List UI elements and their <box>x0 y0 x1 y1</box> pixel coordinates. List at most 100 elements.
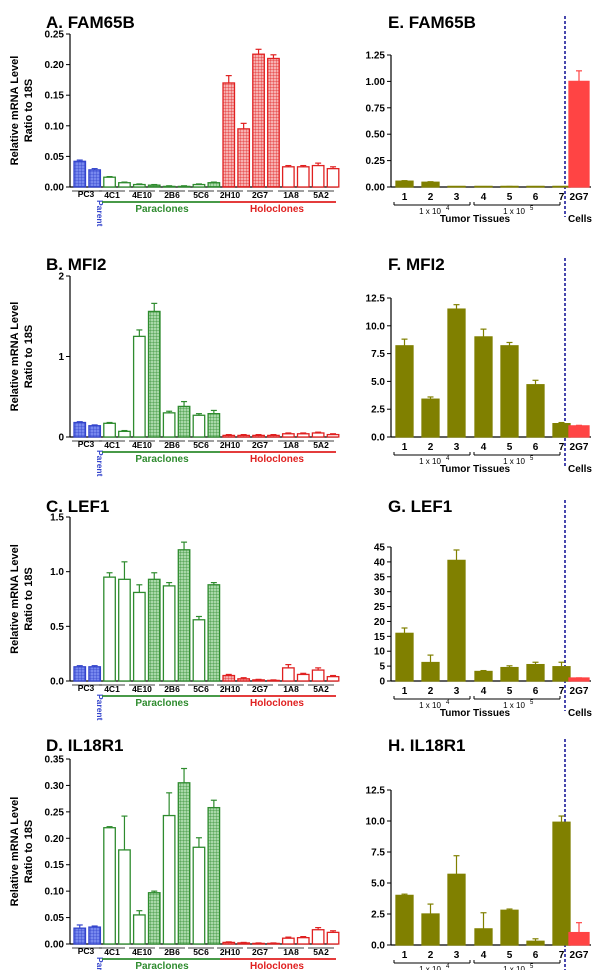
panel-a-y-tick-label: 0.20 <box>45 60 65 71</box>
panel-f-y-tick-label: 12.5 <box>366 294 386 305</box>
panel-d-bar <box>162 814 176 945</box>
panel-c-y-tick-label: 0.5 <box>50 622 64 633</box>
panel-b-bar <box>311 432 325 438</box>
panel-d-holoclones-label: Holoclones <box>250 961 304 970</box>
panel-a-paraclone-sublabel: 4C1 <box>104 190 120 200</box>
panel-a-bar <box>237 128 251 188</box>
panel-a-holoclone-sublabel: 2H10 <box>220 190 241 200</box>
panel-b-bar <box>132 335 146 438</box>
panel-c-holoclone-sublabel: 1A8 <box>283 684 299 694</box>
panel-b: B. MFI2 0 1 2 Relative mRNA Level Ratio to 18… <box>9 255 340 477</box>
panel-b-bar <box>177 405 191 438</box>
panel-f-tissue-label: 5 <box>507 442 513 453</box>
panel-e-tissue-label: 5 <box>507 192 513 203</box>
panel-c-bar <box>252 679 265 682</box>
panel-a-y-tick-label: 0.10 <box>45 121 65 132</box>
panel-a-paraclone-sublabel: 2B6 <box>164 190 180 200</box>
panel-a-holoclone-sublabel: 2G7 <box>252 190 268 200</box>
panel-a-holoclone-sublabel: 1A8 <box>283 190 299 200</box>
panel-c-y-tick-label: 1.5 <box>50 513 64 524</box>
panel-b-bar <box>103 422 116 438</box>
panel-c-bar <box>296 673 310 682</box>
panel-h-cell-label: 2G7 <box>570 950 589 961</box>
panel-c-bar <box>222 674 236 682</box>
panel-a-bar <box>252 53 265 188</box>
panel-e-dose2-exponent: 5 <box>530 206 534 212</box>
panel-a-bar <box>267 57 280 188</box>
panel-b-bar <box>237 434 251 438</box>
panel-h-bar <box>447 873 466 946</box>
panel-c-paraclone-sublabel: 4E10 <box>132 684 152 694</box>
panel-d: D. IL18R1 0.00 0.05 0.10 0.15 0.20 0.25 0.30 0.3… <box>9 736 340 970</box>
panel-a: A. FAM65B 0.00 0.05 0.10 0.15 0.20 0.25 Relativ… <box>9 13 340 227</box>
panel-a-paraclones-label: Paraclones <box>135 204 189 215</box>
panel-c-bar <box>207 584 221 682</box>
panel-f-title: F. MFI2 <box>388 255 445 274</box>
panel-d-bar <box>132 914 146 945</box>
panel-b-y-tick-label: 0 <box>58 433 64 444</box>
panel-g-dose2-exponent: 5 <box>530 700 534 706</box>
panel-c-pc3-label: PC3 <box>78 683 95 693</box>
panel-a-bar <box>311 164 325 188</box>
panel-e-bar <box>395 180 414 188</box>
panel-c-bar <box>132 591 146 682</box>
panel-c-bar <box>162 585 176 682</box>
panel-b-holoclone-sublabel: 1A8 <box>283 440 299 450</box>
panel-g-tissue-label: 5 <box>507 686 513 697</box>
panel-d-holoclone-sublabel: 5A2 <box>313 947 329 957</box>
panel-a-paraclone-sublabel: 4E10 <box>132 190 152 200</box>
panel-d-paraclones-label: Paraclones <box>135 961 189 970</box>
panel-a-bar <box>73 160 87 188</box>
panel-f-bar <box>552 423 571 438</box>
panel-g-bar <box>526 663 545 682</box>
panel-d-parent-label: Parent <box>95 957 105 970</box>
panel-e-tissue-label: 2 <box>428 192 434 203</box>
panel-g-dose1-label: 1 x 10 <box>419 701 441 710</box>
panel-b-bar <box>222 434 236 438</box>
panel-g-dose1-exponent: 4 <box>446 700 450 706</box>
panel-c-bar <box>192 619 206 682</box>
panel-a-bar <box>207 182 221 188</box>
panel-b-bar <box>296 433 310 438</box>
panel-f-tissue-label: 7 <box>559 442 565 453</box>
panel-c-bar <box>147 578 161 682</box>
panel-g-cells-label: Cells <box>568 708 592 719</box>
panel-a-bar <box>118 182 131 188</box>
panel-f-bar <box>568 425 590 438</box>
panel-g-y-tick-label: 45 <box>374 543 386 554</box>
panel-g-dose2-label: 1 x 10 <box>503 701 525 710</box>
panel-e-tissue-label: 6 <box>533 192 539 203</box>
panel-a-bar <box>222 82 236 188</box>
panel-h-bar <box>421 913 440 946</box>
panel-e-y-tick-label: 1.00 <box>366 77 386 88</box>
panel-b-bar <box>118 430 131 438</box>
panel-a-ylabel-2: Ratio to 18S <box>23 79 35 143</box>
panel-a-bar <box>296 166 310 188</box>
panel-f-tissue-label: 1 <box>402 442 408 453</box>
panel-d-bar <box>207 806 221 945</box>
panel-f-tissue-label: 6 <box>533 442 539 453</box>
panel-d-y-tick-label: 0.00 <box>45 940 65 951</box>
panel-g-tissue-label: 1 <box>402 686 408 697</box>
panel-e-dose1-exponent: 4 <box>446 206 450 212</box>
panel-a-ylabel-1: Relative mRNA Level <box>9 56 21 166</box>
panel-f-dose1-exponent: 4 <box>446 456 450 462</box>
panel-h-dose2-label: 1 x 10 <box>503 965 525 970</box>
panel-d-bar <box>177 782 191 945</box>
panel-c-holoclones-label: Holoclones <box>250 698 304 709</box>
panel-e-y-tick-label: 0.75 <box>366 103 386 114</box>
panel-e-y-tick-label: 0.50 <box>366 130 386 141</box>
panel-d-bar <box>103 827 116 945</box>
panel-a-parent-label: Parent <box>95 200 105 227</box>
panel-a-bar <box>177 185 191 188</box>
panel-b-paraclone-sublabel: 2B6 <box>164 440 180 450</box>
panel-d-holoclone-sublabel: 1A8 <box>283 947 299 957</box>
panel-h-y-tick-label: 10.0 <box>366 817 386 828</box>
panel-c: C. LEF1 0.0 0.5 1.0 1.5 Relative mRNA Level Ra… <box>9 497 340 721</box>
panel-b-holoclone-sublabel: 2H10 <box>220 440 241 450</box>
panel-g-tissue-label: 2 <box>428 686 434 697</box>
panel-b-bar <box>207 413 221 438</box>
panel-g-tissue-label: 7 <box>559 686 565 697</box>
panel-g-cell-label: 2G7 <box>570 686 589 697</box>
panel-c-bar <box>73 666 87 682</box>
